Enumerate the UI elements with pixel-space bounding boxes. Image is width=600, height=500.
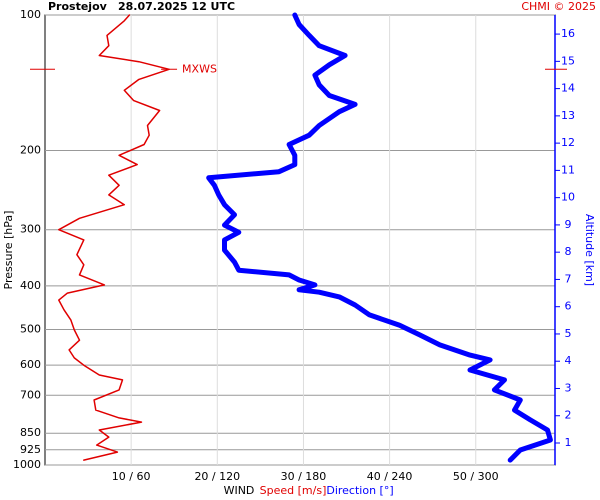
y2-tick-label: 1 (565, 436, 572, 449)
y-tick-label: 925 (20, 443, 41, 456)
y-tick-label: 600 (20, 358, 41, 371)
chart-subtitle: 28.07.2025 12 UTC (118, 0, 235, 13)
y-tick-label: 850 (20, 426, 41, 439)
y2-axis-label: Altitude [km] (583, 214, 596, 286)
x-axis-label: WIND (224, 484, 255, 497)
y2-tick-label: 3 (565, 381, 572, 394)
y2-tick-label: 5 (565, 327, 572, 340)
x-tick-label: 40 / 240 (367, 470, 413, 483)
y-tick-label: 1000 (13, 458, 41, 471)
y2-tick-label: 16 (561, 27, 575, 40)
profile-line (58, 14, 170, 461)
y2-tick-label: 4 (565, 354, 572, 367)
y-tick-label: 100 (20, 8, 41, 21)
credit: CHMI © 2025 (521, 0, 596, 13)
chart-title: Prostejov (48, 0, 108, 13)
legend-label: Speed [m/s] (260, 484, 327, 497)
legend-label: Direction [°] (326, 484, 393, 497)
y2-tick-label: 8 (565, 245, 572, 258)
y-tick-label: 200 (20, 143, 41, 156)
annotation-label: MXWS (182, 62, 217, 75)
y2-tick-label: 2 (565, 409, 572, 422)
y2-tick-label: 6 (565, 300, 572, 313)
y2-tick-label: 10 (561, 191, 575, 204)
y2-tick-label: 13 (561, 109, 575, 122)
x-tick-label: 10 / 60 (112, 470, 151, 483)
x-tick-label: 50 / 300 (453, 470, 499, 483)
y-tick-label: 400 (20, 279, 41, 292)
y2-tick-label: 15 (561, 54, 575, 67)
y-tick-label: 300 (20, 223, 41, 236)
y-tick-label: 700 (20, 388, 41, 401)
y2-tick-label: 12 (561, 136, 575, 149)
y-tick-label: 500 (20, 323, 41, 336)
y-axis-label: Pressure [hPa] (2, 211, 15, 290)
x-tick-label: 30 / 180 (281, 470, 327, 483)
y2-tick-label: 11 (561, 163, 575, 176)
plot-frame (44, 14, 556, 466)
y2-tick-label: 7 (565, 272, 572, 285)
y2-tick-label: 14 (561, 82, 575, 95)
y2-tick-label: 9 (565, 218, 572, 231)
profile-line (206, 12, 553, 463)
x-tick-label: 20 / 120 (194, 470, 240, 483)
